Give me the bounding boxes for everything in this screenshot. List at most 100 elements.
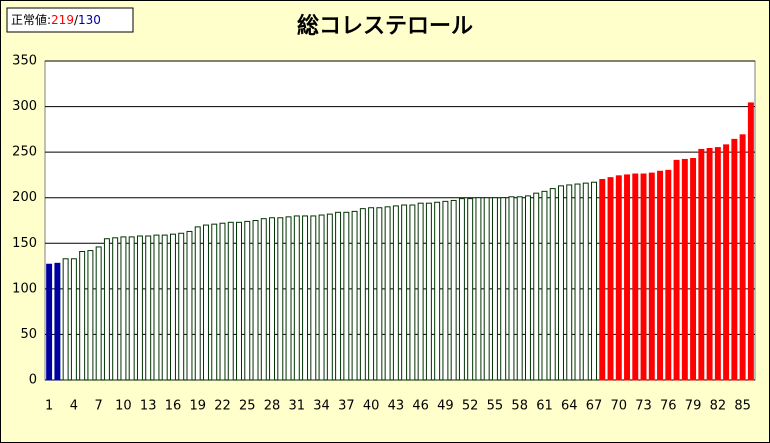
bar [384,206,391,381]
x-tick-label: 85 [734,399,751,414]
legend: 正常値:219/130 [11,12,101,27]
bar [310,215,317,381]
legend-label: 正常値: [11,12,51,27]
bar [723,144,730,381]
plot-area [44,60,756,381]
bar [681,158,688,381]
bar [483,197,490,381]
bar [442,200,449,381]
x-tick-label: 70 [611,399,628,414]
y-tick-label: 250 [12,145,37,160]
x-tick-label: 19 [189,399,206,414]
x-tick-label: 64 [561,399,578,414]
bar [285,216,292,381]
y-tick-label: 150 [12,236,37,251]
x-tick-label: 82 [710,399,727,414]
x-tick-label: 13 [140,399,157,414]
y-tick-label: 50 [20,327,37,342]
bar [714,147,721,381]
bar [500,197,507,381]
bar [236,221,242,381]
bar [54,262,61,381]
bar [153,234,160,381]
x-tick-label: 10 [115,399,132,414]
bar [574,183,581,381]
x-tick-label: 55 [487,399,504,414]
bar [318,214,325,381]
x-tick-label: 25 [239,399,256,414]
bar [343,211,350,381]
bar [227,221,234,381]
bar [302,215,309,381]
bar [690,158,697,381]
x-tick-label: 22 [214,399,231,414]
legend-upper: 219 [51,13,74,27]
bar [219,222,226,381]
bar [599,178,606,381]
bar [326,213,333,381]
bar [491,197,498,381]
bar [62,258,69,381]
y-tick-label: 0 [29,373,37,388]
x-tick-label: 28 [264,399,281,414]
bar [657,170,664,381]
bar [252,220,259,381]
x-tick-label: 58 [511,399,528,414]
bar [260,218,267,381]
x-tick-label: 61 [536,399,553,414]
x-tick-label: 43 [388,399,405,414]
x-tick-label: 49 [437,399,454,414]
bar [632,173,639,381]
x-tick-label: 79 [685,399,702,414]
bar [450,199,457,381]
bar [145,235,152,381]
bar [244,220,251,381]
bar [731,138,738,381]
bar [70,258,77,381]
bar [161,234,168,381]
bar [120,236,127,381]
bar [293,215,300,381]
bar [458,198,465,381]
bar [591,181,597,381]
x-tick-label: 52 [462,399,479,414]
bar [128,236,135,381]
bar [673,159,680,381]
y-tick-label: 100 [12,281,37,296]
bar [359,208,366,381]
bar [211,223,218,381]
bar [417,202,424,381]
bar [103,238,110,381]
bar [582,182,589,381]
bar [739,134,746,381]
bar [425,202,432,381]
chart-title: 総コレステロール [297,13,473,39]
x-tick-label: 40 [363,399,380,414]
bar [706,147,713,381]
bar [46,263,53,381]
bar [549,188,556,381]
bar [516,196,523,381]
x-tick-label: 16 [165,399,182,414]
x-tick-label: 4 [70,399,78,414]
bar [112,237,119,381]
bar [607,177,614,381]
bar [434,201,441,381]
bar [351,210,358,381]
bar [376,207,383,381]
bar [508,196,515,381]
bar [95,246,102,381]
bar [178,232,185,381]
bar [269,217,276,381]
bar [136,235,143,381]
bar [747,102,754,381]
bar [169,233,176,381]
bar [401,204,408,381]
x-tick-label: 73 [635,399,652,414]
bar [277,217,284,381]
bar [541,190,548,381]
x-tick-label: 46 [412,399,429,414]
legend-box [6,7,134,33]
x-tick-label: 7 [95,399,103,414]
